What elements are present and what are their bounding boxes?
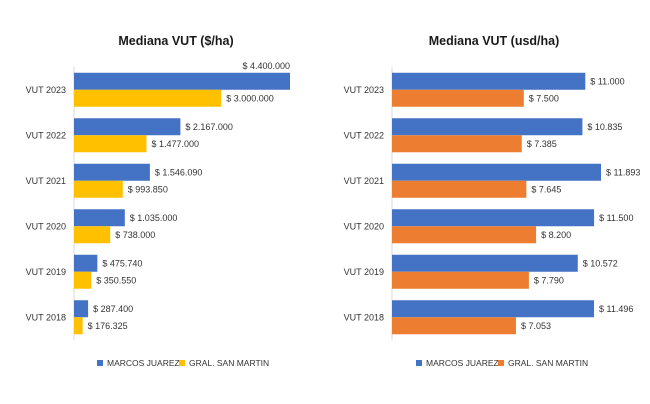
chart-1-bar-gral-san-martin [74,317,83,335]
chart-2-category-label: VUT 2021 [344,176,384,186]
chart-1-bar-marcos-juarez [74,118,181,136]
chart-2-data-label: $ 8.200 [541,230,571,240]
chart-2-bar-gral-san-martin [392,226,537,244]
chart-2-category-label: VUT 2020 [344,221,384,231]
chart-2-data-label: $ 11.500 [599,213,633,223]
chart-2-data-label: $ 7.053 [521,321,551,331]
chart-1-category-label: VUT 2019 [26,267,66,277]
chart-2-bar-gral-san-martin [392,317,516,335]
chart-2-legend-swatch [498,360,504,366]
chart-2-data-label: $ 7.385 [527,139,557,149]
chart-2-category-label: VUT 2018 [344,312,384,322]
chart-2-data-label: $ 11.000 [590,76,624,86]
chart-1-data-label: $ 4.400.000 [242,61,290,71]
chart-2-category-label: VUT 2022 [344,130,384,140]
chart-1-bar-marcos-juarez [74,209,125,227]
chart-1-bar-marcos-juarez [74,72,290,90]
chart-2-legend-swatch [416,360,422,366]
chart-2-data-label: $ 10.835 [587,122,622,132]
chart-1-data-label: $ 2.167.000 [185,122,233,132]
chart-2-bar-marcos-juarez [392,300,595,318]
chart-2-category-label: VUT 2023 [344,85,384,95]
chart-1-category-label: VUT 2018 [26,312,66,322]
chart-1-bar-gral-san-martin [74,226,111,244]
chart-2-bar-marcos-juarez [392,254,578,272]
chart-1-legend-label: MARCOS JUAREZ [107,358,180,368]
chart-1-legend-label: GRAL. SAN MARTIN [189,358,269,368]
chart-1-data-label: $ 176.325 [88,321,128,331]
chart-1-category-label: VUT 2021 [26,176,66,186]
chart-2-data-label: $ 7.790 [534,275,564,285]
chart-2-bar-marcos-juarez [392,163,601,181]
chart-2-bar-gral-san-martin [392,89,524,107]
chart-1-data-label: $ 475.740 [102,258,142,268]
chart-2-legend-label: MARCOS JUAREZ [426,358,499,368]
chart-1-data-label: $ 993.850 [128,184,168,194]
chart-1-bar-gral-san-martin [74,271,92,289]
chart-mediana-vut-ars: Mediana VUT ($/ha) VUT 2023 $ 4.400.000 $ 3… [26,34,290,368]
chart-1-data-label: $ 1.546.090 [155,167,203,177]
chart-1-bar-marcos-juarez [74,254,98,272]
chart-2-bar-gral-san-martin [392,135,522,153]
chart-1-data-label: $ 1.477.000 [152,139,200,149]
chart-2-bar-marcos-juarez [392,118,583,136]
chart-2-data-label: $ 7.645 [531,184,561,194]
chart-2-legend-label: GRAL. SAN MARTIN [508,358,588,368]
chart-1-bar-marcos-juarez [74,163,150,181]
chart-2-bar-gral-san-martin [392,271,529,289]
chart-1-legend-swatch [179,360,185,366]
chart-1-category-label: VUT 2023 [26,85,66,95]
chart-2-data-label: $ 7.500 [529,93,559,103]
chart-1-legend-swatch [97,360,103,366]
chart-2-bar-gral-san-martin [392,180,527,198]
chart-2-data-label: $ 11.496 [599,304,633,314]
chart-2-bar-marcos-juarez [392,72,586,90]
chart-2-category-label: VUT 2019 [344,267,384,277]
chart-1-bar-gral-san-martin [74,89,222,107]
chart-1-bar-gral-san-martin [74,180,123,198]
chart-1-data-label: $ 350.550 [96,275,136,285]
chart-2-data-label: $ 10.572 [583,258,618,268]
chart-1-bar-marcos-juarez [74,300,89,318]
chart-1-data-label: $ 287.400 [93,304,133,314]
chart-2-bar-marcos-juarez [392,209,595,227]
chart-1-title: Mediana VUT ($/ha) [118,34,233,48]
chart-1-data-label: $ 3.000.000 [226,93,274,103]
chart-1-category-label: VUT 2020 [26,221,66,231]
chart-1-data-label: $ 1.035.000 [130,213,178,223]
chart-mediana-vut-usd: Mediana VUT (usd/ha) VUT 2023 $ 11.000 $ 7.… [344,34,641,368]
chart-1-category-label: VUT 2022 [26,130,66,140]
chart-2-data-label: $ 11.893 [606,167,640,177]
chart-1-data-label: $ 738.000 [115,230,155,240]
chart-2-title: Mediana VUT (usd/ha) [429,34,560,48]
chart-1-bar-gral-san-martin [74,135,147,153]
